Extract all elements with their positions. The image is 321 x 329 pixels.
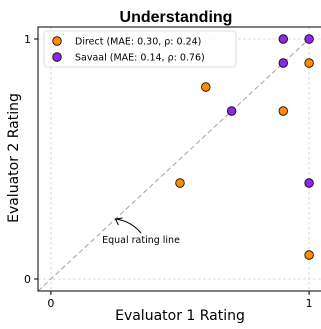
data-point	[278, 58, 288, 68]
data-point	[304, 34, 314, 44]
legend-marker-savaal	[52, 52, 62, 62]
data-point	[175, 178, 185, 188]
x-tick-label: 1	[306, 297, 313, 310]
axis-ticks: 0 1 0 1	[24, 33, 313, 310]
legend-box	[43, 30, 237, 68]
legend-label-savaal: Savaal (MAE: 0.14, ρ: 0.76)	[75, 53, 205, 64]
data-point	[201, 82, 211, 92]
data-point	[278, 34, 288, 44]
y-axis-label: Evaluator 2 Rating	[6, 93, 22, 223]
data-point	[304, 58, 314, 68]
annotation-text: Equal rating line	[102, 235, 180, 246]
annotation-arrowhead	[114, 217, 123, 226]
plot-frame	[37, 26, 321, 292]
y-tick-label: 1	[24, 33, 31, 46]
annotation: Equal rating line	[102, 217, 180, 246]
y-tick-label: 0	[24, 273, 31, 286]
x-axis-label: Evaluator 1 Rating	[115, 308, 245, 324]
legend: Direct (MAE: 0.30, ρ: 0.24) Savaal (MAE:…	[43, 30, 237, 68]
x-tick-label: 0	[47, 297, 54, 310]
data-points	[175, 34, 314, 260]
data-point	[226, 106, 237, 116]
annotation-arrow	[115, 218, 142, 234]
legend-marker-direct	[52, 36, 62, 46]
data-point	[304, 250, 314, 260]
chart-title: Understanding	[120, 9, 233, 26]
equal-rating-line	[37, 38, 310, 292]
data-point	[304, 178, 314, 188]
legend-label-direct: Direct (MAE: 0.30, ρ: 0.24)	[75, 37, 201, 48]
data-point	[278, 106, 288, 116]
